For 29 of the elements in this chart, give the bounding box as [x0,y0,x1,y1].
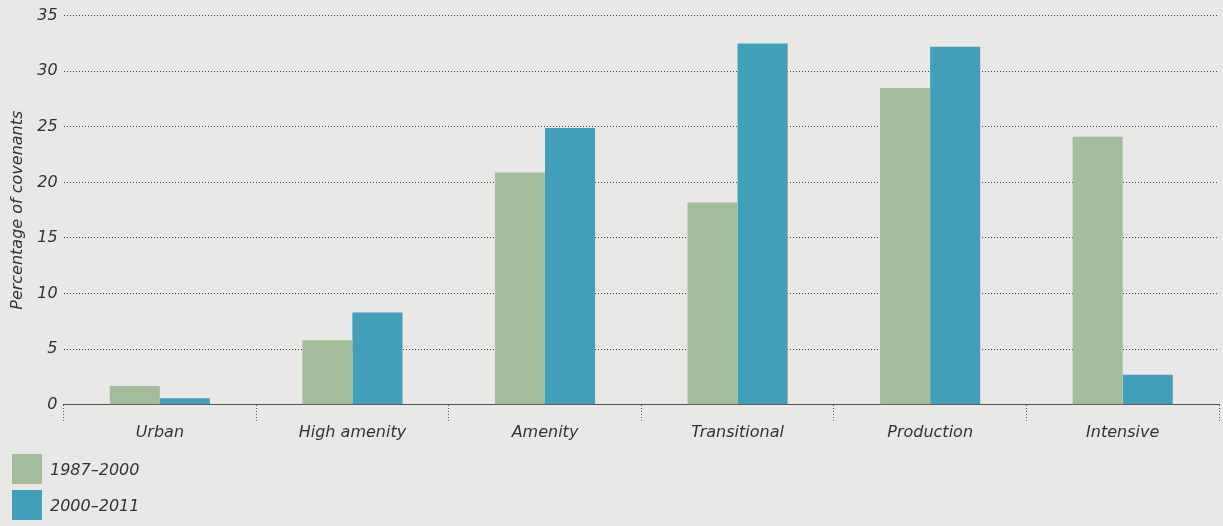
x-tick-label: Production [887,421,974,441]
x-tick-label: Intensive [1086,421,1160,441]
bar [109,385,160,405]
bar [352,312,403,405]
bar [880,87,931,405]
y-tick-label: 20 [37,171,58,191]
bar [687,202,738,405]
y-tick-label: 35 [37,4,58,24]
y-tick-label: 5 [47,338,58,358]
y-axis-title: Percentage of covenants [6,110,26,310]
legend-label: 1987–2000 [50,459,140,479]
bar [737,43,788,405]
x-tick-label: Amenity [510,421,579,441]
x-tick-label: Transitional [691,421,785,441]
y-tick-label: 30 [37,60,58,80]
legend-label: 2000–2011 [50,495,140,515]
x-tick-label: Urban [135,421,185,441]
bar [544,127,596,405]
bar [930,46,981,405]
y-tick-label: 15 [37,227,58,247]
bar [494,172,545,405]
bar [1072,136,1123,405]
bar [159,398,210,405]
y-tick-label: 0 [47,393,58,413]
x-tick-label: High amenity [298,421,407,441]
y-tick-label: 10 [37,282,58,302]
bar [302,340,353,405]
bar [1122,374,1173,405]
y-tick-label: 25 [37,115,58,135]
